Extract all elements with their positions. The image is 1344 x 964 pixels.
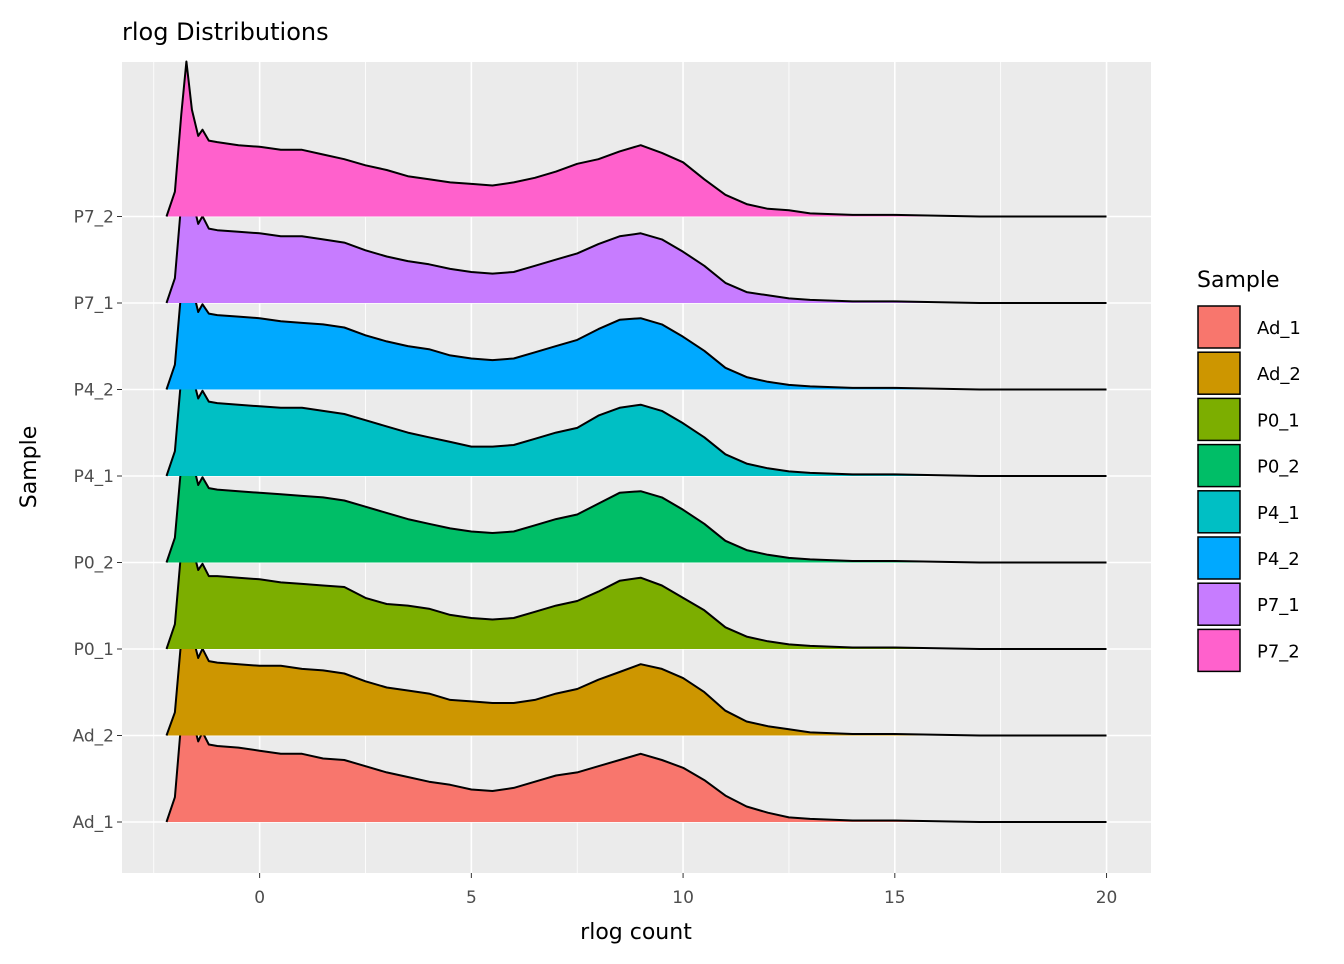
legend-label: P0_2 xyxy=(1257,457,1300,478)
legend-label: P7_2 xyxy=(1257,641,1300,662)
y-tick-label: P0_2 xyxy=(74,554,114,574)
legend-key-P0_2 xyxy=(1197,443,1241,488)
x-axis-title: rlog count xyxy=(580,920,692,945)
x-tick-label: 15 xyxy=(884,888,906,908)
legend-label: Ad_1 xyxy=(1257,318,1301,339)
ridge-fill-P4_1 xyxy=(166,317,1107,476)
y-tick-label: P4_1 xyxy=(74,467,114,487)
legend-label: P4_1 xyxy=(1257,503,1300,524)
x-axis: 0 5 10 15 20 xyxy=(254,873,1117,908)
ridge-fill-P4_2 xyxy=(166,231,1107,390)
legend-key-Ad_2 xyxy=(1197,351,1241,395)
ridge-line-P7_1 xyxy=(165,142,1107,304)
x-tick-label: 20 xyxy=(1096,888,1118,908)
ridge-fill-P7_1 xyxy=(166,143,1107,303)
y-axis-title: Sample xyxy=(17,426,42,509)
legend-label: P7_1 xyxy=(1257,595,1300,616)
ridge-fill-P0_1 xyxy=(166,490,1107,649)
ridge-line-P4_1 xyxy=(165,316,1107,477)
ridge-fill-P0_2 xyxy=(166,405,1107,563)
y-tick-label: Ad_2 xyxy=(73,727,114,747)
legend-key-P0_1 xyxy=(1197,397,1241,442)
ridge-fill-Ad_1 xyxy=(166,662,1107,822)
ridge-fill-Ad_2 xyxy=(166,580,1107,736)
x-tick-label: 0 xyxy=(254,888,265,908)
x-tick-label: 5 xyxy=(466,888,477,908)
legend-title: Sample xyxy=(1197,268,1280,293)
legend-label: P4_2 xyxy=(1257,549,1300,570)
legend-label: Ad_2 xyxy=(1257,364,1301,385)
ridge-line-Ad_1 xyxy=(165,661,1107,823)
legend-key-P7_1 xyxy=(1197,582,1241,626)
y-tick-label: P7_1 xyxy=(74,294,114,314)
legend-label: P0_1 xyxy=(1257,410,1300,431)
y-tick-label: P0_1 xyxy=(74,640,114,660)
legend-key-P7_2 xyxy=(1197,628,1241,673)
ridge-fill-P7_2 xyxy=(166,61,1107,217)
legend-key-Ad_1 xyxy=(1197,305,1241,349)
chart-title: rlog Distributions xyxy=(122,18,329,46)
ridge-line-P7_2 xyxy=(165,60,1107,218)
ridge-line-P4_2 xyxy=(165,230,1107,391)
ridge-line-P0_1 xyxy=(165,489,1107,650)
legend-key-P4_1 xyxy=(1197,490,1241,534)
x-tick-label: 10 xyxy=(672,888,694,908)
y-tick-label: P4_2 xyxy=(74,381,114,401)
legend-key-P4_2 xyxy=(1197,536,1241,580)
ridges xyxy=(165,60,1107,823)
y-tick-label: Ad_1 xyxy=(73,813,114,833)
ridge-line-P0_2 xyxy=(165,404,1107,564)
y-axis: Ad_1 Ad_2 P0_1 P0_2 P4_1 P4_2 P7_1 P7_2 xyxy=(73,208,122,833)
y-tick-label: P7_2 xyxy=(74,208,114,228)
legend: Sample Ad_1 Ad_2 P0_1 P0_2 P4_1 P4_2 P7_1 P7_2 xyxy=(1197,268,1301,673)
ridge-line-Ad_2 xyxy=(165,579,1107,737)
